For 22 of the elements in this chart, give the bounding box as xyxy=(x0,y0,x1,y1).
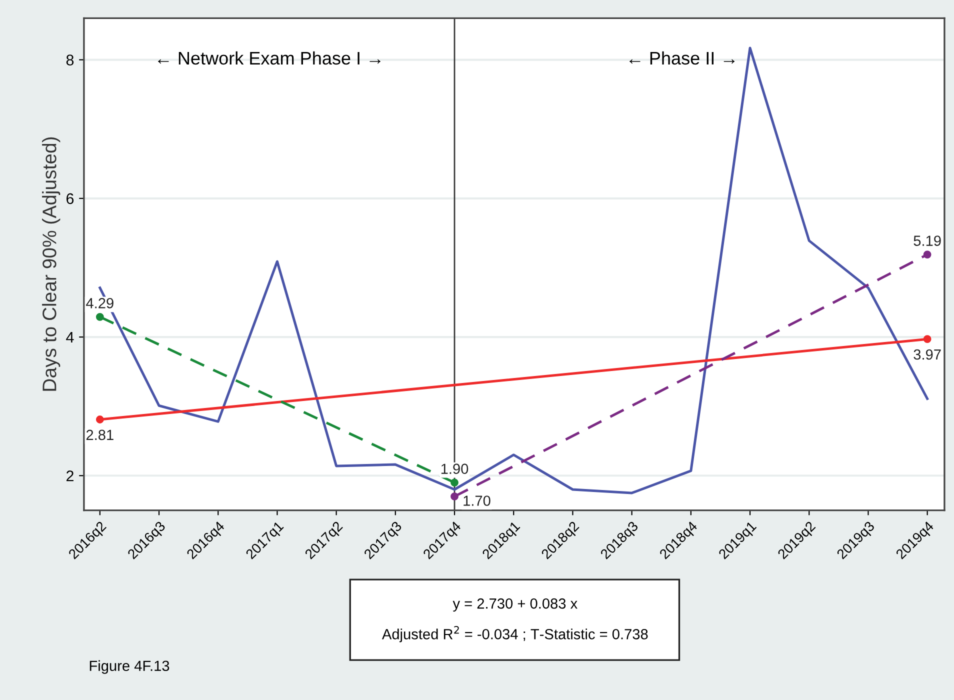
annotation: ← Phase II → xyxy=(630,51,735,65)
data-label: 2.81 xyxy=(86,430,114,440)
point xyxy=(923,335,932,344)
data-label: 1.90 xyxy=(441,464,468,474)
data-label: 3.97 xyxy=(914,349,941,360)
data-label: 4.29 xyxy=(86,298,114,308)
point xyxy=(450,492,458,500)
y-tick-label: 4 xyxy=(66,332,74,343)
y-axis-title: Days to Clear 90% (Adjusted) xyxy=(42,137,60,391)
data-label: 5.19 xyxy=(914,236,941,246)
annotation: ← Network Exam Phase I → xyxy=(158,51,380,65)
point xyxy=(96,312,104,321)
caption: Figure 4F.13 xyxy=(90,660,170,674)
text: y = 2.730 + 0.083 x xyxy=(452,598,578,612)
point xyxy=(450,478,458,487)
data-label: 1.70 xyxy=(464,496,490,506)
text: Adjusted R$^{2}$ = -0.034 ; T-Statistic = 0.738 xyxy=(382,626,648,642)
y-tick-label: 8 xyxy=(66,54,74,66)
y-tick-label: 6 xyxy=(66,193,74,204)
point xyxy=(923,250,932,258)
y-tick-label: 2 xyxy=(66,470,74,482)
point xyxy=(96,416,104,424)
